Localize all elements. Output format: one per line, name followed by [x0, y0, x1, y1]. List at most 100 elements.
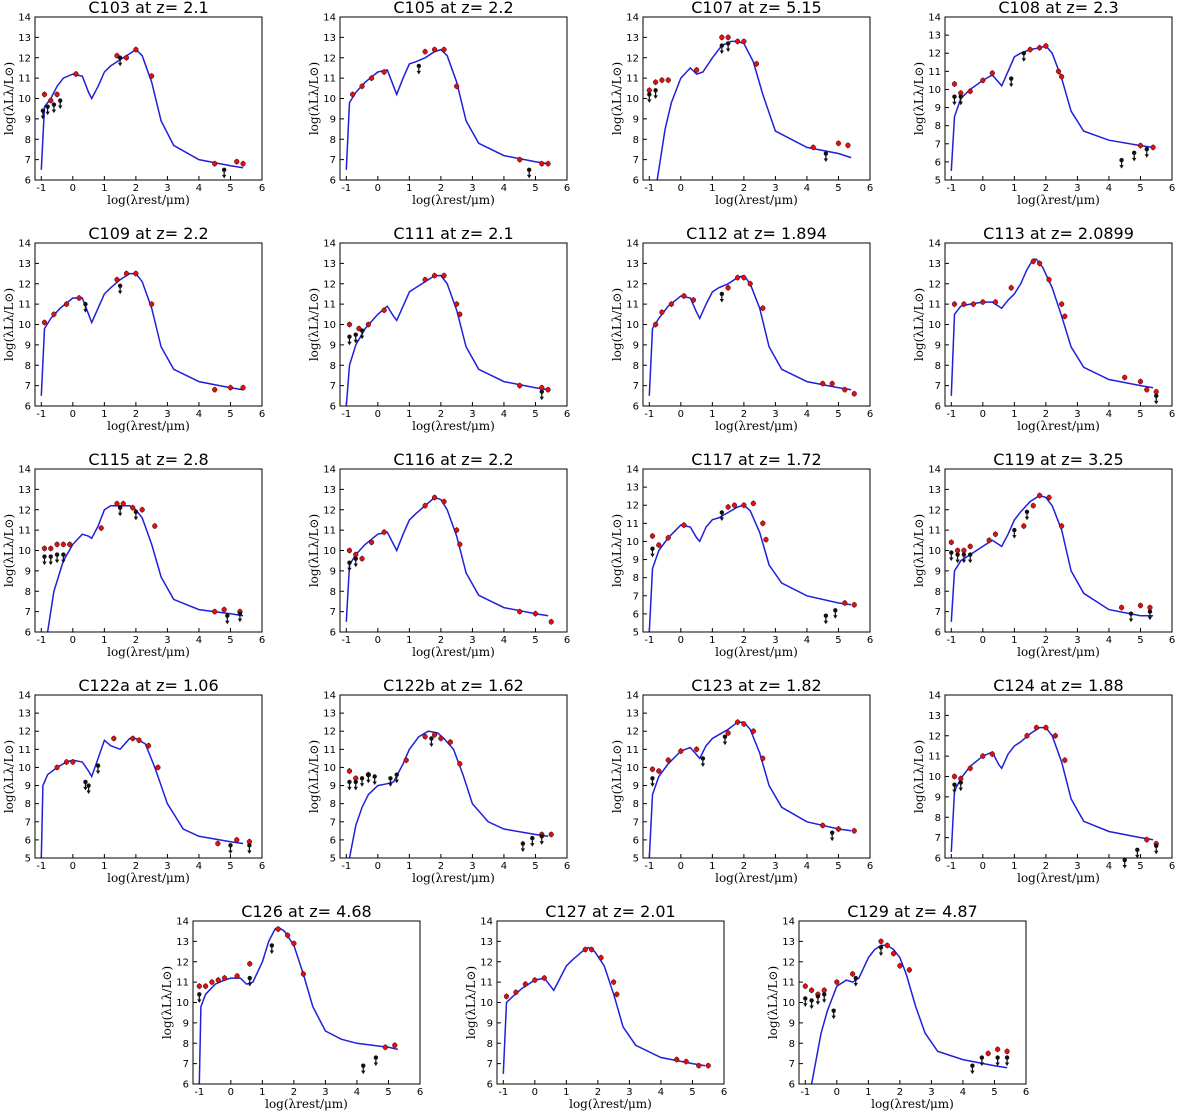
y-tick-label: 10 [18, 546, 31, 557]
upper-limit-arrowhead [247, 983, 252, 987]
x-tick-label: 3 [1074, 635, 1080, 646]
detection-point [750, 500, 756, 507]
upper-limit-arrowhead [221, 174, 227, 179]
upper-limit-arrowhead [353, 786, 358, 791]
detection-point [821, 987, 827, 993]
detection-point [992, 299, 999, 305]
detection-point [834, 979, 840, 985]
y-tick-label: 6 [633, 609, 639, 620]
detection-point [1008, 285, 1014, 291]
upper-limit-arrowhead [83, 309, 88, 313]
detection-point [431, 272, 438, 279]
sed-panel: C126 at z= 4.68 -1 0 1 2 3 4 5 6 6 7 8 9 10 11 12 13 14 lo… [157, 902, 424, 1111]
sed-panel: C112 at z= 1.894 -1 0 1 2 3 4 5 6 6 7 8 9 10 11 12 13 14 l… [607, 224, 874, 433]
x-tick-label: 3 [469, 409, 475, 420]
upper-limit-point [221, 167, 227, 173]
detection-point [1052, 733, 1058, 739]
y-tick-label: 7 [25, 817, 31, 828]
y-tick-label: 13 [626, 33, 639, 44]
axes-frame [944, 468, 1173, 633]
upper-limit-point [117, 55, 123, 60]
upper-limit-arrowhead [647, 99, 652, 103]
detection-point [284, 932, 291, 938]
y-tick-label: 7 [330, 381, 336, 392]
x-tick-label: 1 [101, 183, 107, 194]
y-tick-label: 10 [626, 537, 639, 548]
y-tick-label: 12 [323, 727, 336, 738]
y-tick-label: 10 [176, 998, 189, 1009]
detection-point [209, 979, 215, 985]
x-tick-label: 6 [721, 1087, 727, 1098]
y-tick-label: 11 [18, 300, 31, 311]
x-tick-label: 6 [564, 183, 570, 194]
x-axis-label: log(λrest/μm) [569, 1097, 652, 1111]
upper-limit-arrowhead [54, 559, 60, 564]
upper-limit-arrowhead [815, 1001, 821, 1005]
model-sed-line [502, 946, 706, 1074]
detection-point [683, 1058, 689, 1065]
panel-title: C113 at z= 2.0899 [983, 224, 1134, 243]
x-tick-label: -1 [644, 635, 654, 646]
upper-limit-arrowhead [539, 396, 544, 401]
upper-limit-point [809, 998, 814, 1003]
detection-point [884, 942, 890, 949]
x-tick-label: -1 [341, 409, 351, 420]
detection-point [829, 380, 835, 387]
upper-limit-arrowhead [823, 620, 829, 625]
x-axis-label: log(λrest/μm) [715, 419, 798, 433]
detection-point [539, 161, 545, 167]
y-tick-label: 9 [487, 1018, 493, 1029]
upper-limit-point [833, 608, 838, 613]
y-tick-label: 7 [183, 1059, 189, 1070]
y-tick-label: 13 [928, 31, 941, 42]
y-tick-label: 9 [330, 340, 336, 351]
detection-point [381, 69, 387, 75]
y-axis-label: log(λLλ/L⊙) [307, 514, 321, 587]
y-tick-label: 9 [935, 103, 941, 114]
x-tick-label: 5 [227, 409, 233, 420]
y-tick-label: 14 [626, 239, 639, 250]
upper-limit-arrowhead [650, 783, 655, 787]
y-tick-label: 13 [323, 33, 336, 44]
x-tick-label: 4 [354, 1087, 360, 1098]
x-tick-label: 5 [835, 409, 841, 420]
x-axis-label: log(λrest/μm) [1017, 645, 1100, 659]
x-tick-label: 1 [1011, 409, 1017, 420]
x-tick-label: 6 [867, 635, 873, 646]
y-tick-label: 8 [25, 135, 31, 146]
y-tick-label: 8 [935, 121, 941, 132]
y-tick-label: 6 [25, 176, 31, 187]
detection-point [73, 71, 79, 77]
y-tick-label: 10 [323, 546, 336, 557]
x-tick-label: 1 [709, 409, 715, 420]
x-tick-label: 2 [438, 409, 444, 420]
sed-panel: C111 at z= 2.1 -1 0 1 2 3 4 5 6 6 7 8 9 10 11 12 13 14 log… [304, 224, 571, 433]
upper-limit-point [831, 1008, 836, 1013]
detection-point [588, 946, 595, 953]
y-tick-label: 12 [323, 505, 336, 516]
detection-point [1046, 277, 1052, 283]
detection-point [517, 383, 523, 389]
y-tick-label: 9 [935, 566, 941, 577]
y-tick-label: 10 [928, 546, 941, 557]
x-tick-label: 6 [1169, 861, 1175, 872]
y-tick-label: 12 [323, 53, 336, 64]
x-tick-label: 1 [101, 635, 107, 646]
panel-title: C115 at z= 2.8 [88, 450, 208, 469]
upper-limit-point [1154, 393, 1159, 399]
x-tick-label: 0 [678, 861, 684, 872]
upper-limit-arrowhead [1021, 58, 1027, 62]
axes-frame [34, 242, 263, 407]
detection-point [365, 321, 371, 328]
x-tick-label: 6 [564, 861, 570, 872]
x-axis-label: log(λrest/μm) [107, 645, 190, 659]
y-tick-label: 8 [183, 1039, 189, 1050]
upper-limit-point [1154, 843, 1159, 848]
detection-point [731, 502, 738, 508]
detection-point [120, 501, 126, 507]
x-tick-label: 6 [1169, 409, 1175, 420]
panel-title: C119 at z= 3.25 [993, 450, 1123, 469]
detection-point [1046, 494, 1052, 501]
x-tick-label: 1 [259, 1087, 265, 1098]
upper-limit-arrowhead [719, 298, 725, 303]
